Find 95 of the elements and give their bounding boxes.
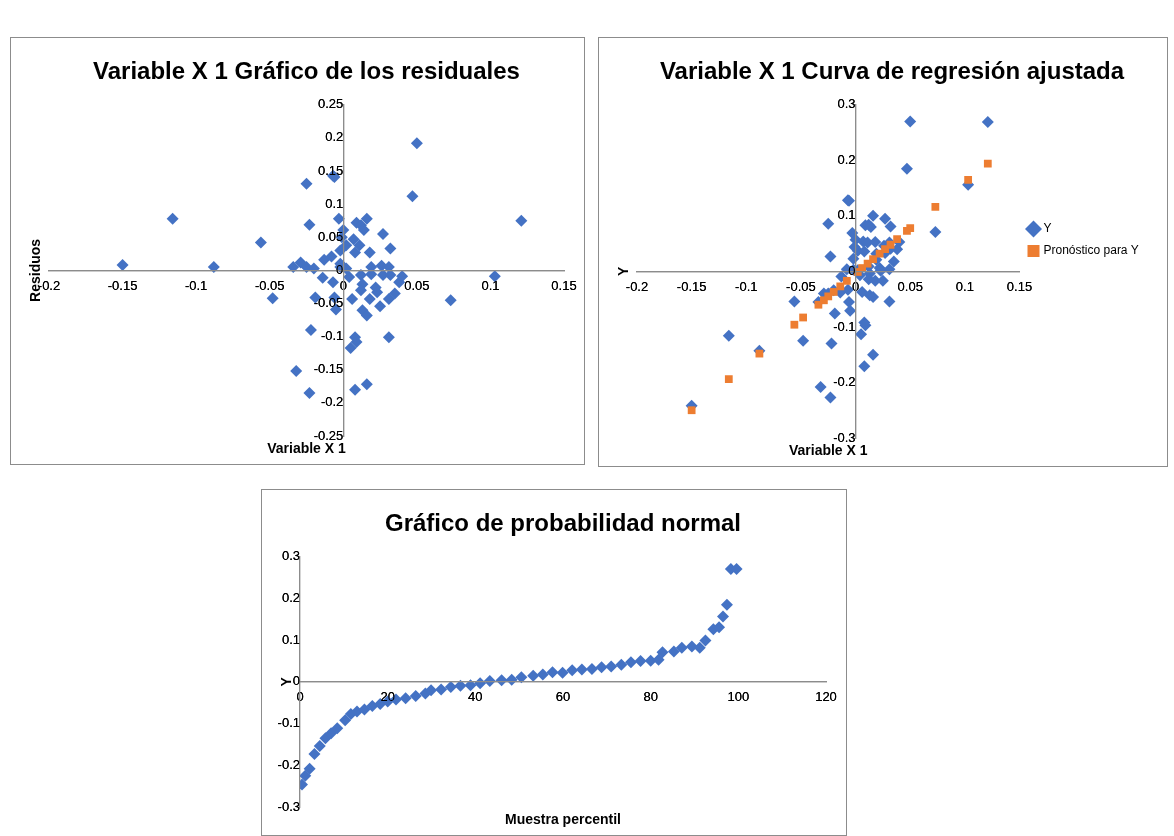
y-axis-title: Y <box>277 676 294 687</box>
y-tick-label: 0.3 <box>281 548 300 564</box>
y-tick-label: 0.2 <box>837 151 856 167</box>
y-tick-label: -0.1 <box>277 715 300 731</box>
point <box>325 727 338 740</box>
y-tick-label: 0.1 <box>281 631 300 647</box>
point <box>687 406 696 415</box>
point <box>585 662 598 675</box>
y-axis-title: Y <box>614 266 631 277</box>
point <box>829 288 838 296</box>
point <box>515 671 528 684</box>
point <box>303 762 316 775</box>
point <box>575 663 588 676</box>
y-tick-label: 0.1 <box>325 195 344 211</box>
x-tick-label: 0.1 <box>955 278 974 294</box>
y-tick-label: -0.05 <box>313 295 344 311</box>
point <box>556 666 569 679</box>
point <box>906 224 915 232</box>
point <box>435 683 448 696</box>
point <box>425 684 438 697</box>
x-tick-label: 100 <box>727 689 750 705</box>
point <box>308 748 321 761</box>
point <box>699 634 712 647</box>
x-tick-label: 80 <box>643 689 658 705</box>
x-tick-label: 20 <box>380 689 395 705</box>
y-tick-label: -0.1 <box>320 328 344 344</box>
chart-title: Gráfico de probabilidad normal <box>384 509 742 537</box>
point <box>339 714 352 727</box>
x-tick-label: -0.1 <box>735 278 758 294</box>
y-tick-label: 0.1 <box>837 207 856 223</box>
x-tick-label: 0.05 <box>404 277 430 293</box>
y-tick-label: 0.2 <box>325 129 344 145</box>
point <box>720 598 733 611</box>
point <box>842 276 851 285</box>
point <box>667 645 680 658</box>
x-axis-title: Muestra percentil <box>505 810 621 827</box>
y-tick-label: 0 <box>848 262 856 278</box>
x-tick-label: 0.15 <box>551 277 577 293</box>
y-tick-label: 0.2 <box>281 590 300 606</box>
point <box>358 703 371 716</box>
y-tick-label: -0.2 <box>833 374 856 390</box>
x-tick-label: 120 <box>815 689 837 705</box>
point <box>675 641 688 654</box>
point <box>983 159 992 168</box>
point <box>409 690 422 703</box>
point <box>366 700 379 713</box>
point <box>893 235 901 244</box>
point <box>724 375 733 384</box>
x-tick-label: -0.15 <box>107 277 138 293</box>
point <box>615 658 628 671</box>
legend-label: Pronóstico para Y <box>1043 243 1139 258</box>
point <box>546 666 559 679</box>
point <box>399 692 412 705</box>
point <box>536 668 549 681</box>
x-tick-label: 40 <box>468 689 483 705</box>
chart-title: Variable X 1 Curva de regresión ajustada <box>659 57 1125 85</box>
point <box>605 660 618 673</box>
y-tick-label: -0.15 <box>313 361 344 377</box>
y-tick-label: 0.25 <box>317 96 344 112</box>
chart-title: Variable X 1 Gráfico de los residuales <box>93 57 520 85</box>
y-tick-label: -0.1 <box>833 318 856 334</box>
point <box>300 769 312 782</box>
y-tick-label: -0.3 <box>277 798 300 814</box>
legend-label: Y <box>1043 221 1052 236</box>
x-tick-label: 60 <box>555 689 571 705</box>
y-tick-label: 0.15 <box>317 162 344 178</box>
point <box>799 313 807 322</box>
x-tick-label: 0.05 <box>897 278 923 294</box>
point <box>331 722 344 735</box>
y-tick-label: -0.2 <box>277 756 300 772</box>
y-tick-label: 0 <box>292 673 300 689</box>
point <box>464 679 477 692</box>
point <box>869 255 877 264</box>
x-tick-label: -0.15 <box>676 278 707 294</box>
x-tick-label: -0.1 <box>184 277 208 293</box>
x-tick-label: 0.15 <box>1006 278 1033 294</box>
x-tick-label: -0.05 <box>254 277 285 293</box>
point <box>454 679 467 692</box>
x-tick-label: -0.2 <box>625 278 649 294</box>
x-tick-label: -0.05 <box>786 278 816 294</box>
y-tick-label: 0.3 <box>837 96 856 112</box>
point <box>527 669 540 682</box>
x-tick-label: 0.1 <box>481 277 500 293</box>
point <box>595 661 608 674</box>
point <box>624 656 637 669</box>
point <box>634 655 647 668</box>
point <box>716 610 729 623</box>
y-tick-label: -0.2 <box>320 394 344 410</box>
point <box>790 320 799 329</box>
point <box>931 203 940 211</box>
point <box>656 646 669 659</box>
point <box>566 664 579 677</box>
point <box>313 740 326 753</box>
point <box>886 240 895 249</box>
point <box>964 175 973 184</box>
